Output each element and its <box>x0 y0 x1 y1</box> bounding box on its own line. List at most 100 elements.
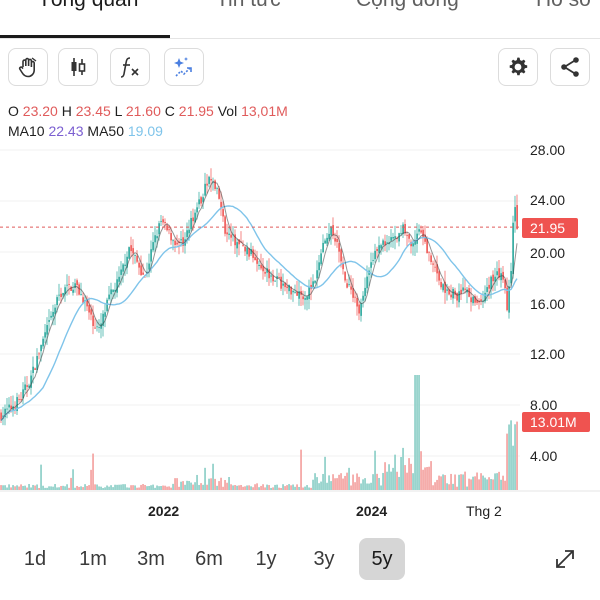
volume-bar <box>192 484 194 490</box>
candle-body <box>226 232 228 235</box>
candle-body <box>12 406 14 411</box>
volume-bar <box>256 483 258 490</box>
volume-bar <box>218 481 220 490</box>
period-5y[interactable]: 5y <box>359 538 405 580</box>
settings-button[interactable] <box>498 48 538 86</box>
candle-body <box>150 249 152 262</box>
candle-body <box>364 287 366 297</box>
volume-bar <box>182 481 184 490</box>
volume-bar <box>492 479 494 490</box>
candle-body <box>256 258 258 264</box>
tab-news[interactable]: Tin tức <box>216 0 281 12</box>
candle-body <box>160 220 162 222</box>
volume-bar <box>0 485 2 490</box>
candle-body <box>248 248 250 257</box>
volume-bar <box>140 484 142 490</box>
volume-bar <box>432 485 434 490</box>
candle-body <box>412 243 414 247</box>
candle-body <box>316 270 318 279</box>
candle-body <box>54 307 56 314</box>
candle-body <box>244 246 246 252</box>
volume-bar <box>4 485 6 490</box>
price-chart[interactable]: 28.00 24.00 20.00 16.00 12.00 8.00 4.00 … <box>0 140 600 525</box>
indicator-button[interactable] <box>110 48 150 86</box>
candle-body <box>486 287 488 292</box>
period-1y[interactable]: 1y <box>255 547 277 570</box>
candle-body <box>132 248 134 254</box>
candle-body <box>234 234 236 246</box>
candle-body <box>200 197 202 204</box>
tab-community[interactable]: Cộng đồng <box>356 0 459 12</box>
volume-bar <box>348 467 350 490</box>
candle-body <box>238 239 240 245</box>
last-price-tag-label: 21.95 <box>530 220 565 236</box>
tab-profile[interactable]: Hồ sơ <box>536 0 593 12</box>
candle-body <box>352 288 354 298</box>
open-value: 23.20 <box>22 103 58 119</box>
volume-bar <box>156 485 158 490</box>
candle-body <box>288 284 290 292</box>
candle-body <box>208 176 210 184</box>
candle-body <box>350 286 352 290</box>
period-1d[interactable]: 1d <box>23 547 47 570</box>
period-3y[interactable]: 3y <box>313 547 335 570</box>
volume-bar <box>472 476 474 490</box>
candle-body <box>36 356 38 371</box>
candle-body <box>258 264 260 266</box>
candle-body <box>94 327 96 329</box>
ai-analysis-button[interactable] <box>164 48 204 86</box>
volume-bar <box>44 487 46 490</box>
candle-body <box>414 241 416 245</box>
fullscreen-button[interactable] <box>552 546 578 572</box>
volume-bar <box>202 484 204 490</box>
volume-bar <box>420 451 422 490</box>
volume-bar <box>46 487 48 490</box>
low-value: 21.60 <box>125 103 161 119</box>
y-tick-label: 4.00 <box>530 448 557 464</box>
candle-body <box>130 245 132 252</box>
candle-body <box>4 408 6 418</box>
period-6m[interactable]: 6m <box>195 547 223 570</box>
volume-bar <box>458 474 460 490</box>
share-button[interactable] <box>550 48 590 86</box>
candle-body <box>294 291 296 293</box>
candle-body <box>400 233 402 234</box>
tab-overview[interactable]: Tổng quan <box>38 0 138 12</box>
volume-bar <box>360 483 362 490</box>
volume-bar <box>398 476 400 490</box>
volume-bar <box>318 483 320 490</box>
candle-body <box>440 282 442 288</box>
candlesticks <box>0 168 518 426</box>
volume-bar <box>392 467 394 490</box>
candle-body <box>140 265 142 276</box>
x-tick-label: Thg 2 <box>466 503 502 519</box>
candle-body <box>190 217 192 230</box>
candle-body <box>42 338 44 347</box>
high-value: 23.45 <box>75 103 111 119</box>
volume-bar <box>340 473 342 490</box>
volume-bar <box>332 474 334 490</box>
draw-tool-button[interactable] <box>8 48 48 86</box>
volume-bar <box>486 479 488 490</box>
volume-bar <box>154 487 156 490</box>
volume-bar <box>80 486 82 490</box>
volume-bar <box>16 485 18 490</box>
volume-bar <box>390 471 392 490</box>
y-tick-label: 8.00 <box>530 397 557 413</box>
period-3m[interactable]: 3m <box>137 547 165 570</box>
volume-bar <box>424 467 426 490</box>
volume-bar <box>310 487 312 490</box>
volume-bar <box>336 478 338 490</box>
candle-body <box>62 292 64 296</box>
candle-body <box>298 291 300 299</box>
volume-bar <box>418 375 420 490</box>
volume-bar <box>400 456 402 490</box>
volume-bar <box>358 476 360 490</box>
volume-bar <box>242 486 244 490</box>
chart-type-button[interactable] <box>58 48 98 86</box>
candle-body <box>402 224 404 234</box>
period-1m[interactable]: 1m <box>79 547 107 570</box>
volume-bar <box>50 486 52 490</box>
volume-bar <box>306 485 308 490</box>
volume-bar <box>484 477 486 490</box>
